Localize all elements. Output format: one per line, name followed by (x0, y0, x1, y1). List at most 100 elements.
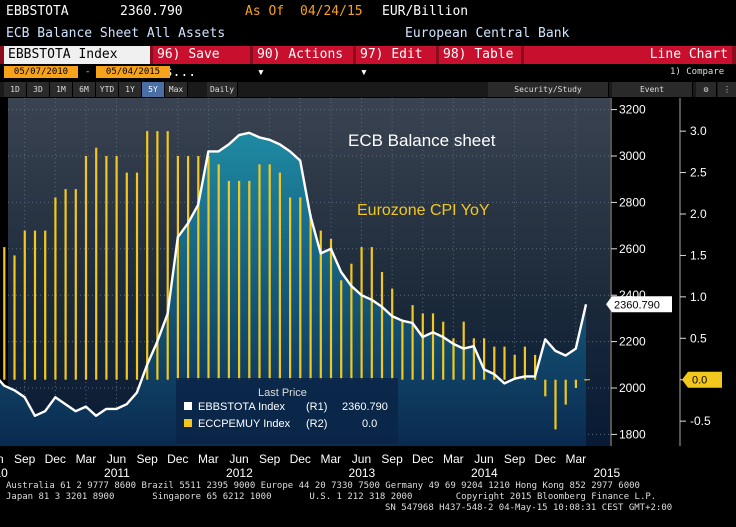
footer-line-1: Australia 61 2 9777 8600 Brazil 5511 239… (6, 481, 640, 491)
period-6m[interactable]: 6M (73, 82, 96, 97)
r1-tick-label: 2200 (619, 335, 646, 349)
period-1m[interactable]: 1M (50, 82, 73, 97)
as-of-label: As Of (245, 4, 285, 19)
actions-num: 90 (257, 47, 273, 62)
security-field-text: EBBSTOTA Index (8, 47, 118, 62)
x-month-label: Dec (535, 452, 556, 466)
event-button[interactable]: Event (612, 82, 693, 97)
x-year-label: 2014 (471, 466, 498, 479)
r2-tick-label: 2.5 (690, 166, 707, 180)
period-3d[interactable]: 3D (27, 82, 50, 97)
cpi-bar (217, 164, 220, 380)
legend-label-cpi: ECCPEMUY Index (198, 418, 291, 430)
x-month-label: Jun (474, 452, 493, 466)
legend-title: Last Price (258, 387, 307, 399)
cpi-bar (146, 131, 149, 380)
security-study-button[interactable]: Security/Study (488, 82, 609, 97)
source: European Central Bank (405, 26, 570, 41)
r2-tick-label: 1.0 (690, 290, 707, 304)
x-month-label: Mar (76, 452, 97, 466)
frequency-select[interactable]: Daily ▾ (207, 82, 238, 109)
x-month-label: Jun (229, 452, 248, 466)
dropdown-arrow-icon: ▾ (360, 65, 368, 80)
cpi-bar (380, 272, 384, 380)
x-year-label: 2011 (104, 466, 130, 479)
cpi-last-tag: 0.0 (682, 371, 722, 388)
x-year-label: 2010 (0, 466, 8, 479)
cpi-bar (329, 238, 333, 380)
cpi-bar (431, 313, 435, 380)
period-1y[interactable]: 1Y (119, 82, 142, 97)
dropdown-arrow-icon: ▾ (257, 65, 265, 80)
r1-tick-label: 1800 (619, 427, 646, 441)
cpi-bar (299, 197, 302, 380)
table-button[interactable]: 98) Table (439, 46, 521, 64)
compare-button[interactable]: 1) Compare (670, 67, 725, 77)
actions-button[interactable]: 90) Actions ▾ (253, 46, 353, 80)
x-month-label: Mar (565, 452, 586, 466)
cpi-bar (370, 247, 373, 380)
x-year-label: 2015 (594, 466, 621, 479)
cpi-bar (23, 230, 26, 380)
period-1d[interactable]: 1D (4, 82, 27, 97)
legend-swatch-cpi (184, 419, 192, 427)
cpi-bar (442, 321, 445, 380)
cpi-bar (574, 379, 577, 388)
footer-line-3: SN 547968 H437-548-2 04-May-15 10:08:31 … (385, 503, 673, 513)
legend-swatch-balance (184, 402, 192, 410)
save-num: 96) (157, 47, 181, 62)
edit-button[interactable]: 97) Edit ▾ (356, 46, 436, 80)
right-axis-2: 3.02.52.01.51.00.50-0.5 (679, 98, 711, 446)
cpi-bar (268, 164, 271, 380)
cpi-bar (340, 280, 343, 380)
x-month-label: Dec (290, 452, 311, 466)
x-month-label: Sep (381, 452, 403, 466)
edit-label: Edit (391, 47, 423, 62)
unit: EUR/Billion (382, 4, 469, 19)
x-month-label: Jun (107, 452, 126, 466)
end-date-field[interactable]: 05/04/2015 (96, 66, 170, 78)
cpi-bar (64, 189, 67, 380)
start-date-field[interactable]: 05/07/2010 (4, 66, 78, 78)
cpi-bar (544, 379, 547, 397)
legend-value-cpi: 0.0 (362, 418, 377, 430)
chart-type-button[interactable]: Line Chart (524, 46, 732, 64)
chart: ECB Balance sheet Eurozone CPI YoY 3200 3… (0, 98, 722, 479)
cpi-bar (197, 156, 200, 380)
cpi-bar (248, 180, 251, 380)
x-month-label: Dec (45, 452, 66, 466)
as-of-date: 04/24/15 (300, 4, 363, 19)
annotation-balance: ECB Balance sheet (348, 131, 496, 150)
cpi-bars (3, 131, 590, 430)
cpi-bar (483, 338, 486, 380)
cpi-bar (105, 156, 108, 380)
cpi-bar (207, 156, 210, 380)
save-as-button[interactable]: 96) Save As... (153, 46, 250, 80)
cpi-bar (513, 354, 516, 380)
r1-tick-label: 2600 (619, 242, 646, 256)
cpi-bar (319, 230, 322, 380)
cpi-bar (401, 321, 404, 380)
cpi-bar (278, 172, 281, 380)
cpi-bar (421, 313, 424, 380)
cpi-bar (187, 156, 190, 380)
more-icon[interactable]: ⋮ (718, 82, 736, 97)
r2-tick-label: 0.5 (690, 331, 707, 345)
balance-sheet-line (0, 131, 588, 417)
x-month-label: Dec (167, 452, 188, 466)
cpi-bar (472, 338, 475, 380)
cpi-bar (309, 214, 312, 380)
period-5y[interactable]: 5Y (142, 82, 165, 97)
r1-tick-label: 3000 (619, 149, 646, 163)
cpi-bar (503, 346, 506, 380)
cpi-bar (258, 164, 261, 380)
period-ytd[interactable]: YTD (96, 82, 119, 97)
r1-tick-label: 2000 (619, 381, 646, 395)
settings-gear-icon[interactable]: ⚙ (696, 82, 717, 97)
period-max[interactable]: Max (165, 82, 188, 97)
cpi-bar (176, 156, 179, 380)
security-field[interactable]: EBBSTOTA Index (4, 46, 150, 64)
edit-num: 97) (360, 47, 384, 62)
table-label: Table (474, 47, 514, 62)
